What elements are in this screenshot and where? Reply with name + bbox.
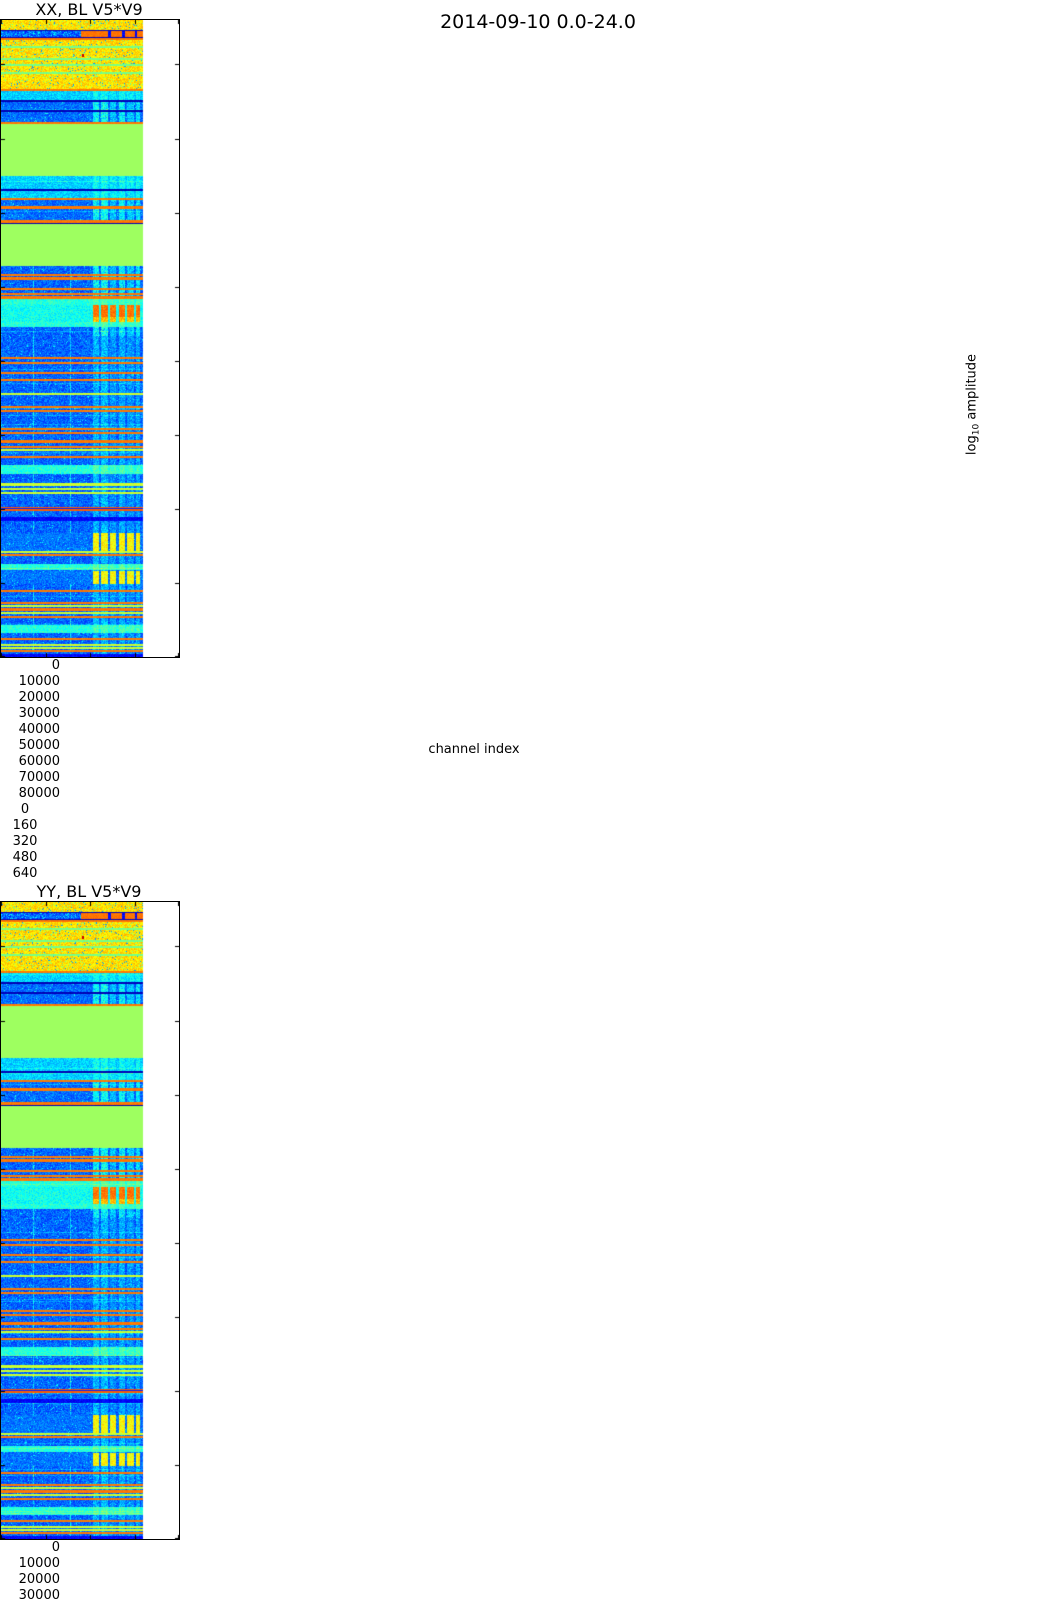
y-tick-label: 80000 [18, 786, 60, 801]
panel-xx [0, 19, 180, 658]
y-tick-label: 30000 [18, 1588, 60, 1600]
x-tick-label: 320 [12, 834, 38, 849]
y-tick-label: 70000 [18, 770, 60, 785]
panel-title-yy: YY, BL V5*V9 [36, 882, 142, 901]
y-tick-label: 0 [51, 1540, 60, 1555]
figure-title: 2014-09-10 0.0-24.0 [440, 11, 636, 33]
panel-yy [0, 901, 180, 1540]
heatmap-canvas-yy [1, 902, 179, 1539]
y-tick-label: 40000 [18, 722, 60, 737]
x-tick-label: 480 [12, 850, 38, 865]
y-tick-label: 20000 [18, 690, 60, 705]
panel-title-xx: XX, BL V5*V9 [35, 0, 143, 19]
x-tick-label: 640 [12, 866, 38, 881]
y-tick-label: 0 [51, 658, 60, 673]
x-axis-label: channel index [428, 742, 520, 757]
axes-area: XX, BL V5*V9 0 10000 20000 30000 40000 50000 60… [0, 0, 180, 1600]
y-tick-label: 50000 [18, 738, 60, 753]
heatmap-canvas-xx [1, 20, 179, 657]
y-tick-label: 60000 [18, 754, 60, 769]
figure: { "figure": { "title": "2014-09-10 0.0-2… [0, 0, 982, 1600]
y-tick-label: 20000 [18, 1572, 60, 1587]
x-tick-label: 160 [12, 818, 38, 833]
y-tick-label: 30000 [18, 706, 60, 721]
y-tick-label: 10000 [18, 1556, 60, 1571]
x-tick-label: 0 [20, 802, 30, 817]
y-tick-label: 10000 [18, 674, 60, 689]
